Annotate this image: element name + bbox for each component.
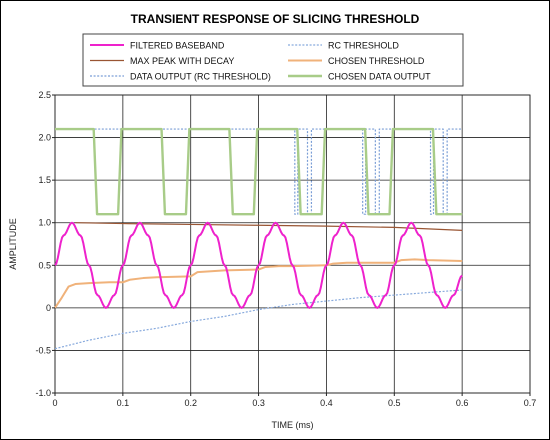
legend-label: RC THRESHOLD [328, 41, 399, 51]
chart-title: TRANSIENT RESPONSE OF SLICING THRESHOLD [131, 12, 420, 26]
plot-background [54, 94, 531, 394]
legend-label: CHOSEN DATA OUTPUT [328, 72, 431, 82]
x-tick-label: 0.2 [184, 398, 197, 408]
grid-lines [54, 94, 531, 394]
y-tick-label: 1.5 [38, 175, 51, 185]
legend-label: MAX PEAK WITH DECAY [130, 56, 234, 66]
x-tick-label: 0.7 [524, 398, 537, 408]
y-tick-label: 2.0 [38, 133, 51, 143]
y-axis-ticks: -1.0 -0.5 0 0.5 1.0 1.5 2.0 2.5 [35, 90, 55, 398]
legend-label: CHOSEN THRESHOLD [328, 56, 425, 66]
y-axis-label: AMPLITUDE [8, 218, 18, 270]
legend-label: FILTERED BASEBAND [130, 41, 225, 51]
y-tick-label: 0.5 [38, 260, 51, 270]
plot-area [54, 94, 531, 394]
legend-box [82, 33, 464, 87]
x-tick-label: 0.4 [320, 398, 333, 408]
y-tick-label: 1.0 [38, 218, 51, 228]
series-line-rc-threshold [54, 289, 463, 350]
x-axis-ticks: 0 0.1 0.2 0.3 0.4 0.5 0.6 0.7 [52, 393, 536, 408]
y-tick-label: -0.5 [35, 345, 51, 355]
y-tick-label: 0 [46, 303, 51, 313]
x-tick-label: 0.5 [388, 398, 401, 408]
series-layer [54, 127, 463, 350]
series-line-filtered-baseband [54, 221, 463, 309]
series-line-max-peak-with-decay [75, 222, 463, 231]
y-tick-label: 2.5 [38, 90, 51, 100]
x-tick-label: 0.3 [252, 398, 265, 408]
x-tick-label: 0.1 [117, 398, 130, 408]
x-axis-label: TIME (ms) [272, 420, 314, 430]
x-tick-label: 0 [52, 398, 57, 408]
legend-label: DATA OUTPUT (RC THRESHOLD) [130, 72, 271, 82]
x-tick-label: 0.6 [456, 398, 469, 408]
series-line-chosen-threshold [54, 258, 463, 309]
y-tick-label: -1.0 [35, 388, 51, 398]
legend: FILTERED BASEBAND RC THRESHOLD MAX PEAK WI… [82, 33, 464, 87]
series-line-chosen-data-output [55, 127, 463, 216]
